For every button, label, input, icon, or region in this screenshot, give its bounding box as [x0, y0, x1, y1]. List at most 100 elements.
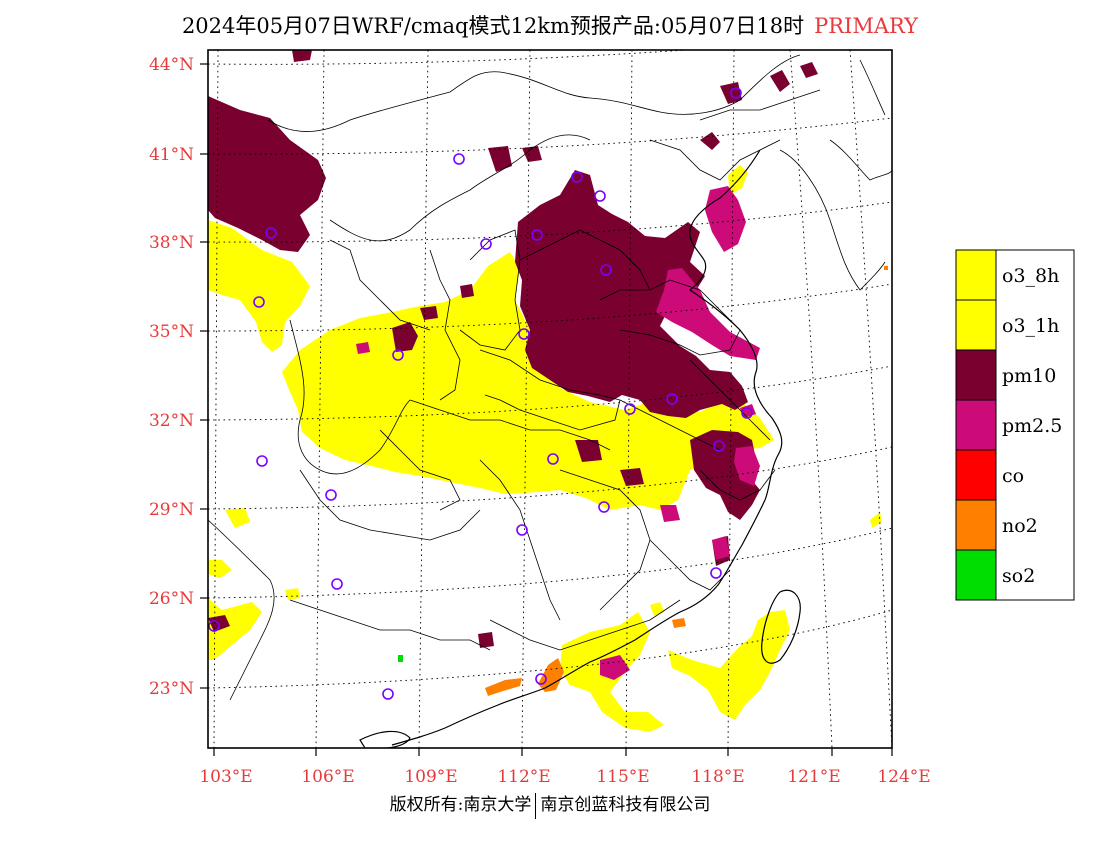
pm25-region-fujian — [712, 536, 730, 560]
pm10-region-hubei — [620, 468, 644, 486]
station-marker — [547, 453, 559, 465]
pm25-region-bohai — [705, 186, 746, 252]
pm10-region-top — [292, 50, 312, 62]
pm10-region-hebei-north — [488, 146, 512, 172]
lat-label-29n: 29°N — [149, 500, 194, 520]
longitude-labels: 103°E 106°E 109°E 112°E 115°E 118°E 121°… — [199, 767, 930, 787]
pm10-region-jilin-east — [800, 62, 818, 78]
o3-region-central — [282, 252, 774, 510]
lon-label-103e: 103°E — [199, 767, 252, 787]
boundary-chongqing — [379, 429, 461, 511]
boundary-guangdong — [489, 599, 681, 651]
lon-label-112e: 112°E — [497, 767, 550, 787]
lat-label-41n: 41°N — [149, 145, 194, 165]
boundary-zhejiang — [699, 469, 776, 501]
boundary-hebei — [519, 229, 651, 291]
pm25-region-shanxi — [356, 342, 370, 354]
coastline-hainan — [359, 730, 411, 748]
station-marker — [392, 349, 404, 361]
pm10-region-henan — [575, 440, 602, 462]
o3-region-guangxi — [285, 588, 300, 600]
boundary-hunan — [479, 459, 561, 621]
boundary-shanxi — [459, 229, 521, 351]
boundary-guangxi — [289, 599, 491, 651]
graticule-121e — [789, 50, 833, 748]
boundary-guizhou — [299, 469, 481, 541]
legend-label-pm25: pm2.5 — [1002, 415, 1062, 437]
o3-region-border — [208, 560, 232, 578]
lat-label-23n: 23°N — [149, 679, 194, 699]
graticule-32n — [208, 365, 892, 421]
graticule-103e — [213, 50, 219, 748]
pm25-region-shandong — [656, 268, 760, 360]
legend-swatch-co — [955, 449, 997, 501]
o3-region-guangdong — [650, 602, 664, 616]
lat-label-35n: 35°N — [149, 322, 194, 342]
pm10-region-shanxi — [392, 322, 418, 352]
lon-label-115e: 115°E — [596, 767, 649, 787]
footer-copyright: 版权所有:南京大学 — [389, 795, 532, 815]
o3-region-west — [208, 220, 310, 352]
legend-swatch-pm25 — [955, 399, 997, 451]
station-marker — [531, 229, 543, 241]
boundary-lines — [208, 54, 892, 701]
station-marker — [624, 403, 636, 415]
legend-label-co: co — [1002, 465, 1024, 487]
o3-region-east-islands — [870, 512, 882, 528]
legend-label-o3_8h: o3_8h — [1002, 265, 1059, 287]
station-marker — [598, 501, 610, 513]
legend: o3_8h o3_1h pm10 pm2.5 co no2 so2 — [955, 249, 1075, 601]
coastline — [359, 149, 801, 748]
graticule — [208, 50, 892, 748]
footer-separator — [535, 792, 537, 819]
legend-label-pm10: pm10 — [1002, 365, 1056, 387]
station-marker — [325, 489, 337, 501]
legend-swatch-so2 — [955, 549, 997, 601]
lat-label-44n: 44°N — [149, 55, 194, 75]
map-title: 2024年05月07日WRF/cmaq模式12km预报产品:05月07日18时 P… — [0, 10, 1100, 40]
legend-swatch-no2 — [955, 499, 997, 551]
so2-region-layer — [398, 655, 403, 662]
map-frame — [207, 49, 893, 749]
pm25-region-hunan — [660, 505, 680, 522]
legend-label-o3_1h: o3_1h — [1002, 315, 1059, 337]
so2-spot — [398, 655, 403, 662]
no2-region-fujian — [672, 618, 686, 628]
graticule-44n — [208, 50, 694, 65]
station-marker — [453, 153, 465, 165]
pm10-region-inner — [522, 146, 542, 162]
station-marker — [741, 407, 753, 419]
boundary-jiangsu — [689, 359, 771, 441]
pm25-region-layer — [356, 186, 760, 680]
no2-region-pearl-river — [485, 678, 522, 696]
station-marker — [600, 264, 612, 276]
station-markers — [208, 87, 753, 700]
station-marker — [710, 567, 722, 579]
graticule-124e — [849, 50, 892, 748]
boundary-north — [267, 54, 801, 132]
coastline-taiwan — [761, 589, 801, 664]
station-marker — [256, 455, 268, 467]
boundary-anhui — [619, 399, 721, 451]
station-marker — [666, 393, 678, 405]
boundary-shaanxi — [429, 249, 461, 401]
legend-label-so2: so2 — [1002, 565, 1035, 587]
pm25-region-jiangsu — [734, 446, 760, 486]
boundary-jilin — [699, 89, 821, 121]
station-marker — [535, 673, 547, 685]
graticule-112e — [521, 50, 531, 748]
graticule-29n — [208, 446, 892, 510]
pm10-region-heilongjiang — [770, 70, 790, 92]
station-marker — [516, 524, 528, 536]
footer-company: 南京创蓝科技有限公司 — [540, 795, 711, 815]
coastline-main — [391, 149, 783, 746]
graticule-23n — [208, 609, 892, 689]
pm10-region-liaoning — [700, 132, 720, 150]
lon-label-109e: 109°E — [404, 767, 457, 787]
legend-swatch-o3_8h — [955, 249, 997, 301]
station-marker — [265, 227, 277, 239]
station-marker — [713, 440, 725, 452]
lat-label-26n: 26°N — [149, 589, 194, 609]
lat-label-38n: 38°N — [149, 233, 194, 253]
